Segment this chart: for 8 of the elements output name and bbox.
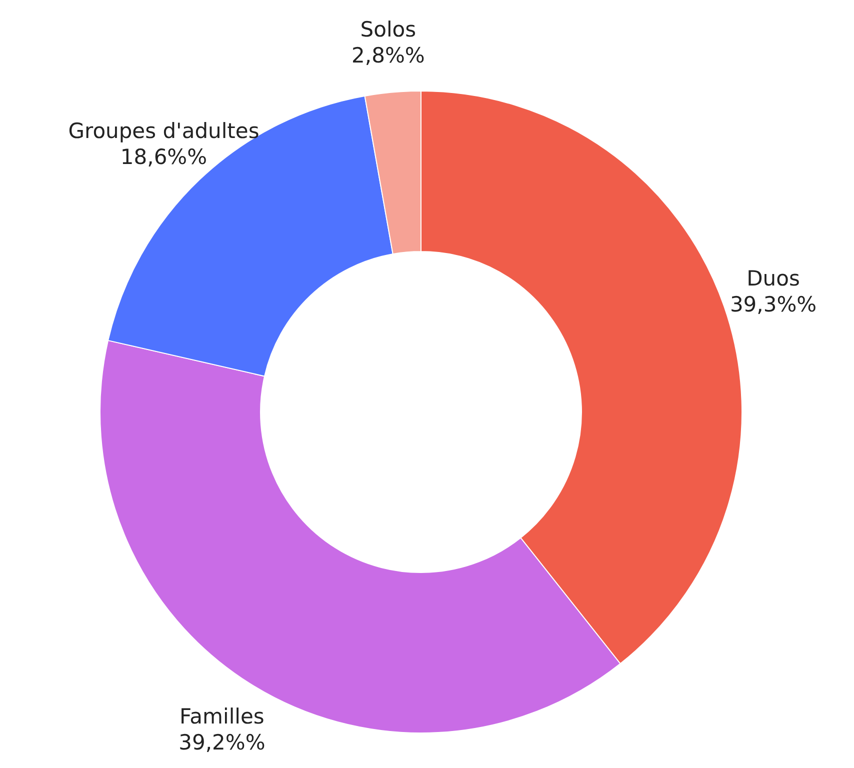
slice-label: Solos — [360, 17, 416, 42]
slice-label: Groupes d'adultes — [68, 118, 260, 143]
data-label: 2,8%% — [352, 43, 425, 68]
slice-label: Duos — [746, 266, 800, 290]
data-label: 39,2%% — [178, 730, 266, 754]
data-label: 39,3%% — [730, 292, 817, 316]
slice-label: Familles — [180, 704, 264, 728]
data-label: 18,6%% — [120, 144, 208, 169]
